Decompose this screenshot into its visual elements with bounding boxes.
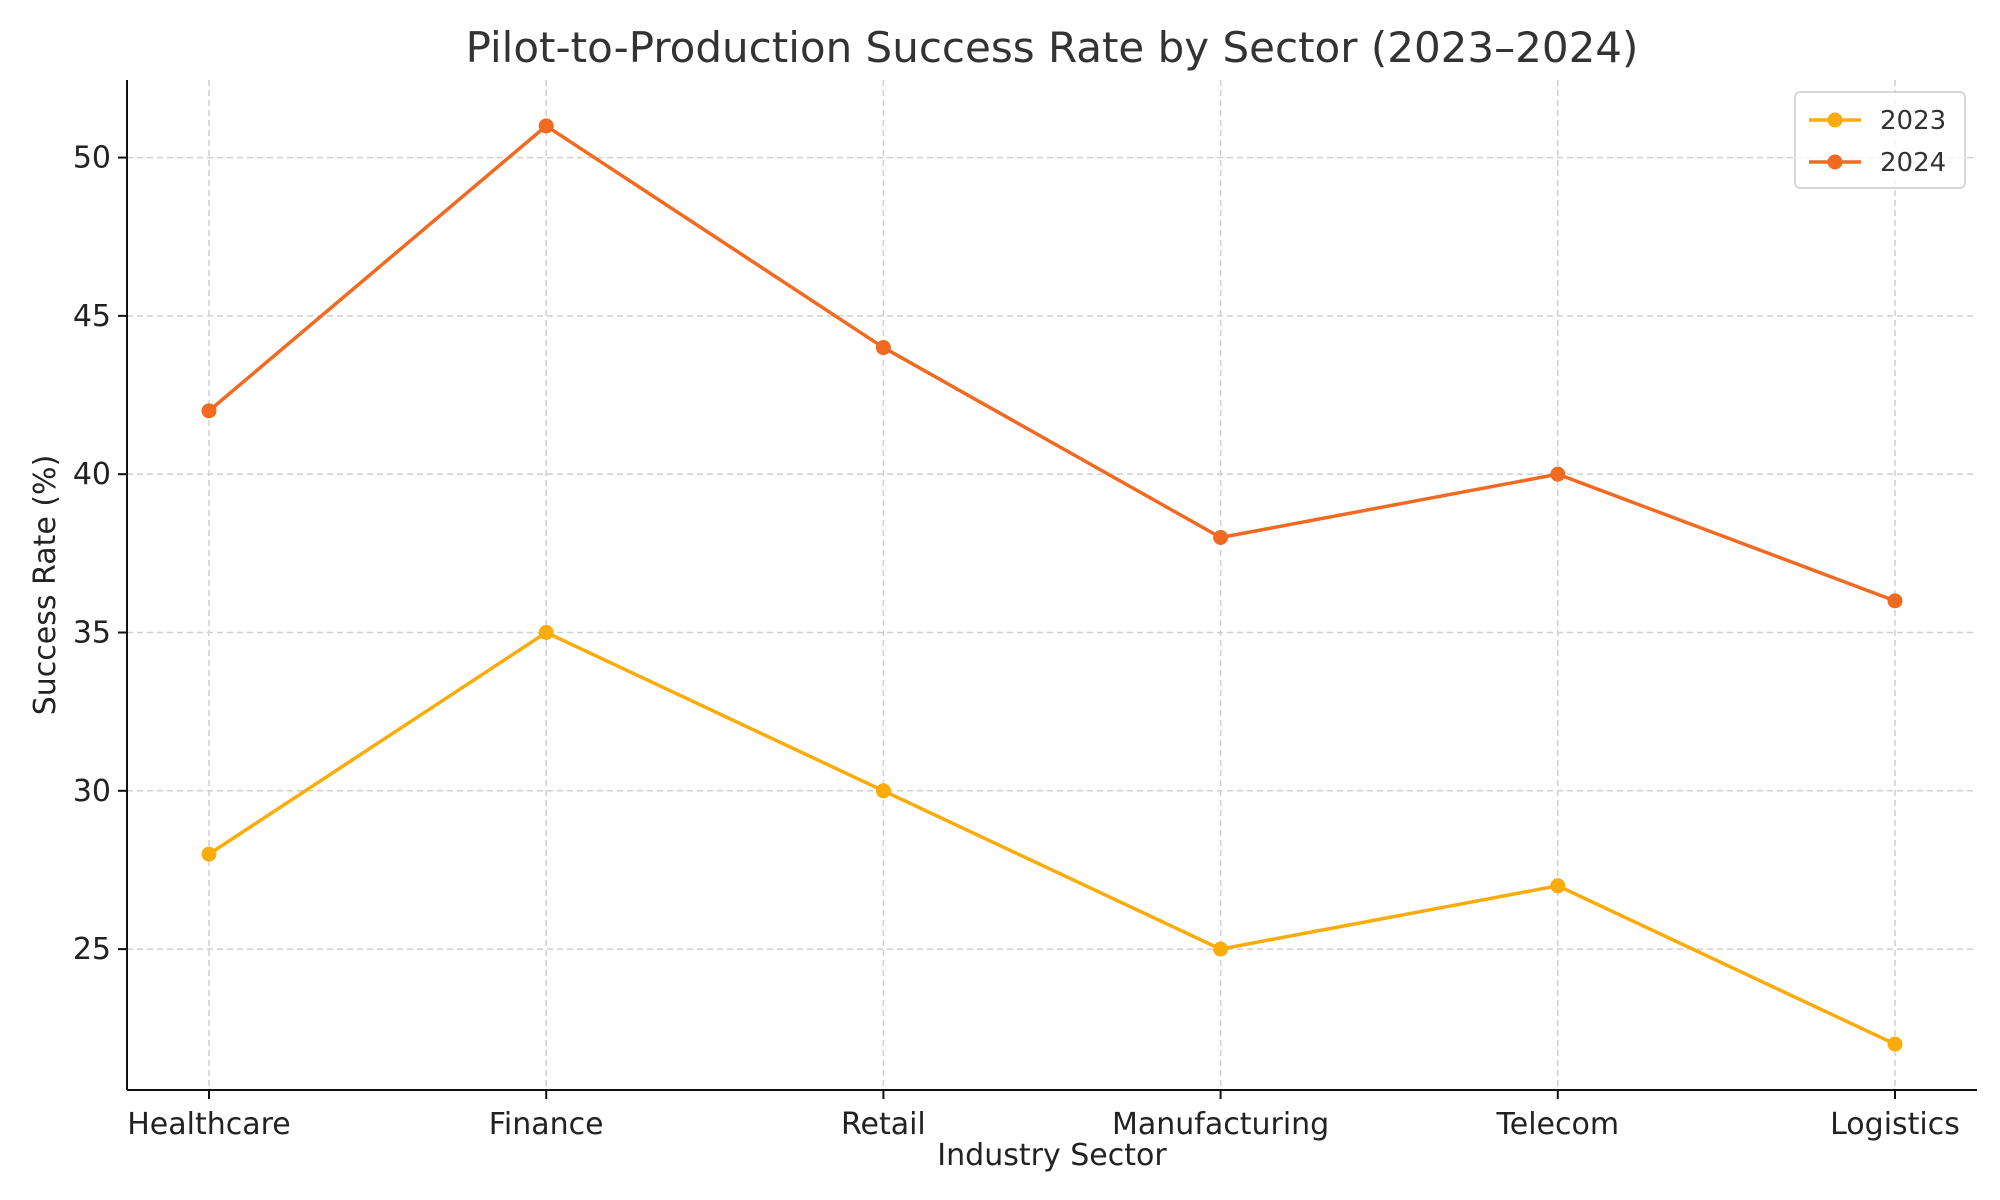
legend-label: 2023	[1880, 106, 1946, 136]
data-point	[201, 846, 217, 862]
x-tick-label: Manufacturing	[1112, 1107, 1329, 1142]
data-point	[1887, 1036, 1903, 1052]
x-tick-labels: Healthcare Finance Retail Manufacturing Tele…	[127, 1107, 1960, 1142]
grid	[127, 80, 1977, 1090]
data-point	[1550, 878, 1566, 894]
legend: 2023 2024	[1794, 91, 1966, 189]
y-tick-label: 45	[73, 299, 111, 334]
data-point	[1213, 530, 1229, 546]
data-point	[201, 403, 217, 419]
series-2024	[201, 118, 1903, 609]
series-lines	[201, 118, 1903, 1052]
data-point	[1213, 941, 1229, 957]
data-point	[538, 624, 554, 640]
series-line	[207, 124, 1896, 603]
data-point	[875, 783, 891, 799]
legend-item: 2024	[1809, 148, 1946, 178]
y-tick-labels: 25 30 35 40 45 50	[73, 141, 111, 968]
legend-swatch-marker	[1827, 112, 1843, 128]
y-axis-label: Success Rate (%)	[28, 455, 63, 716]
chart-title: Pilot-to-Production Success Rate by Sect…	[466, 23, 1639, 72]
x-tick-label: Retail	[841, 1107, 926, 1142]
data-point	[538, 118, 554, 134]
data-point	[875, 340, 891, 356]
legend-item: 2023	[1809, 106, 1946, 136]
x-tick-label: Telecom	[1496, 1107, 1620, 1142]
x-axis-label: Industry Sector	[937, 1138, 1167, 1173]
data-point	[1887, 593, 1903, 609]
legend-swatch-marker	[1827, 154, 1843, 170]
y-tick-label: 30	[73, 774, 111, 809]
y-tick-label: 25	[73, 932, 111, 967]
series-2023	[201, 624, 1903, 1052]
x-tick-label: Logistics	[1830, 1107, 1960, 1142]
data-point	[1550, 466, 1566, 482]
axes	[118, 80, 1977, 1099]
series-line	[208, 630, 1896, 1046]
y-tick-label: 40	[73, 457, 111, 492]
legend-label: 2024	[1880, 148, 1946, 178]
x-tick-label: Finance	[489, 1107, 604, 1142]
y-tick-label: 50	[73, 141, 111, 176]
x-tick-label: Healthcare	[127, 1107, 291, 1142]
y-tick-label: 35	[73, 615, 111, 650]
